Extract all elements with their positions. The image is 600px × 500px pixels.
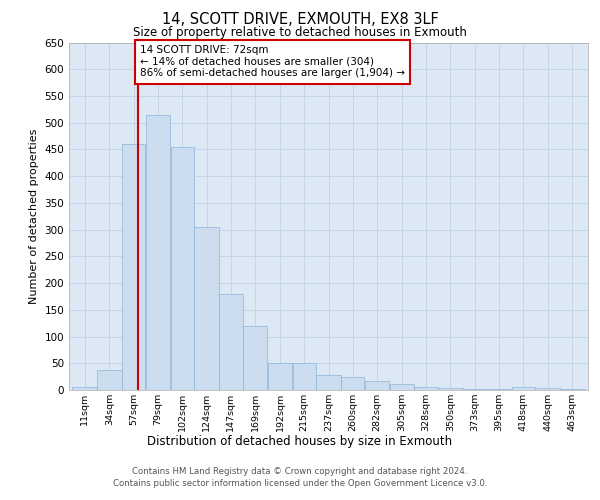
Bar	[97, 370, 122, 390]
Bar	[512, 387, 535, 390]
Bar	[316, 375, 341, 390]
Bar	[170, 147, 194, 390]
Bar	[389, 384, 414, 390]
Bar	[341, 376, 364, 390]
Text: Contains HM Land Registry data © Crown copyright and database right 2024.: Contains HM Land Registry data © Crown c…	[132, 467, 468, 476]
Bar	[146, 114, 170, 390]
Text: Contains public sector information licensed under the Open Government Licence v3: Contains public sector information licen…	[113, 479, 487, 488]
Bar	[194, 227, 219, 390]
Bar	[535, 388, 560, 390]
Bar	[219, 294, 242, 390]
Bar	[438, 388, 463, 390]
Bar	[560, 389, 584, 390]
Bar	[243, 326, 268, 390]
Bar	[122, 144, 145, 390]
Bar	[463, 389, 487, 390]
Bar	[365, 381, 389, 390]
Bar	[415, 388, 438, 390]
Text: 14, SCOTT DRIVE, EXMOUTH, EX8 3LF: 14, SCOTT DRIVE, EXMOUTH, EX8 3LF	[161, 12, 439, 26]
Bar	[73, 388, 97, 390]
Y-axis label: Number of detached properties: Number of detached properties	[29, 128, 39, 304]
Bar	[293, 364, 316, 390]
Text: 14 SCOTT DRIVE: 72sqm
← 14% of detached houses are smaller (304)
86% of semi-det: 14 SCOTT DRIVE: 72sqm ← 14% of detached …	[140, 45, 405, 78]
Text: Distribution of detached houses by size in Exmouth: Distribution of detached houses by size …	[148, 434, 452, 448]
Bar	[268, 364, 292, 390]
Text: Size of property relative to detached houses in Exmouth: Size of property relative to detached ho…	[133, 26, 467, 39]
